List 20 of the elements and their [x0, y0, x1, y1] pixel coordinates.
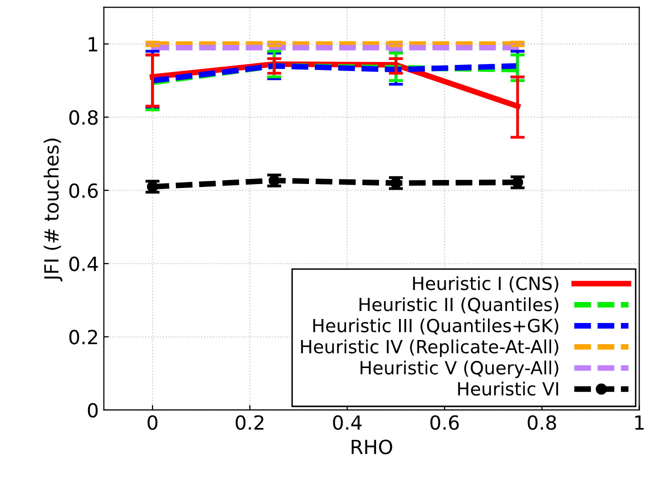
x-axis-title: RHO [352, 440, 392, 454]
y-tick-label: 0 [88, 402, 98, 418]
x-tick-label: 0.2 [236, 415, 264, 430]
x-tick-label: 0.6 [430, 415, 459, 430]
y-tick-label: 0.2 [69, 330, 98, 344]
legend-label: Heuristic V (Query-All) [360, 360, 558, 378]
y-tick-label: 1 [88, 37, 98, 52]
y-tick-label: 0.8 [69, 110, 98, 125]
legend-label: Heuristic III (Quantiles+GK) [313, 318, 558, 335]
x-tick-label: 0.8 [528, 415, 556, 430]
y-tick-label: 0.6 [69, 183, 98, 198]
legend-label: Heuristic II (Quantiles) [360, 297, 558, 314]
legend-label: Heuristic VI [458, 382, 558, 396]
legend-label: Heuristic IV (Replicate-At-All) [301, 340, 558, 357]
y-axis-title: JFI (# touches) [44, 138, 62, 282]
y-tick-label: 0.4 [69, 256, 98, 272]
x-tick-label: 0 [148, 415, 158, 430]
x-tick-label: 0.4 [333, 415, 362, 430]
x-tick-label: 1 [635, 415, 644, 430]
legend-label: Heuristic I (CNS) [413, 276, 558, 292]
